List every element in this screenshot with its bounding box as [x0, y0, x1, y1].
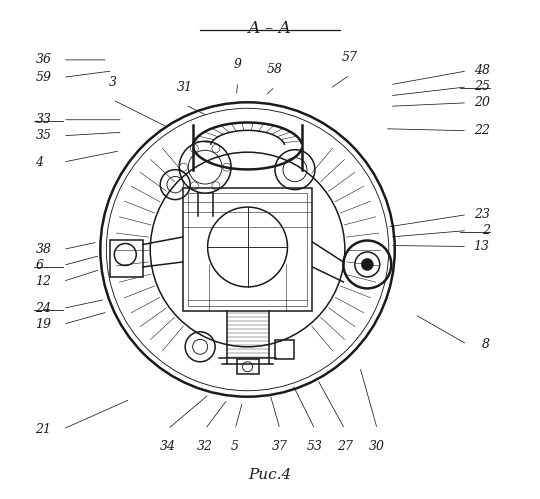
Text: 19: 19 — [36, 318, 51, 331]
Text: 12: 12 — [36, 275, 51, 288]
Text: 30: 30 — [369, 440, 385, 453]
Text: А – А: А – А — [248, 20, 292, 37]
Text: 27: 27 — [337, 440, 353, 453]
Text: 35: 35 — [36, 129, 51, 142]
Text: 24: 24 — [36, 302, 51, 315]
Text: Рис.4: Рис.4 — [248, 468, 292, 482]
Text: 37: 37 — [272, 440, 288, 453]
Text: 34: 34 — [160, 440, 176, 453]
Text: 4: 4 — [36, 156, 44, 169]
Bar — [188, 193, 307, 306]
Text: 58: 58 — [267, 63, 283, 76]
Text: 3: 3 — [109, 76, 117, 89]
Text: 8: 8 — [482, 338, 490, 351]
Bar — [237, 359, 259, 374]
Text: 25: 25 — [474, 80, 490, 93]
Text: 22: 22 — [474, 124, 490, 137]
Text: 33: 33 — [36, 113, 51, 126]
Text: 31: 31 — [177, 81, 193, 94]
Text: 23: 23 — [474, 208, 490, 221]
Text: 20: 20 — [474, 96, 490, 109]
Bar — [275, 340, 294, 359]
Text: 57: 57 — [342, 51, 358, 64]
Text: 36: 36 — [36, 53, 51, 66]
Text: 13: 13 — [474, 240, 490, 253]
Text: 2: 2 — [482, 224, 490, 237]
Text: 6: 6 — [36, 259, 44, 272]
Text: 9: 9 — [234, 58, 241, 71]
Text: 21: 21 — [36, 423, 51, 436]
Bar — [183, 188, 313, 311]
Text: 32: 32 — [197, 440, 213, 453]
Text: 53: 53 — [307, 440, 323, 453]
Text: 48: 48 — [474, 64, 490, 77]
Text: 59: 59 — [36, 71, 51, 84]
Text: 5: 5 — [231, 440, 239, 453]
Text: 38: 38 — [36, 243, 51, 256]
Bar — [110, 240, 143, 277]
Circle shape — [361, 258, 373, 270]
